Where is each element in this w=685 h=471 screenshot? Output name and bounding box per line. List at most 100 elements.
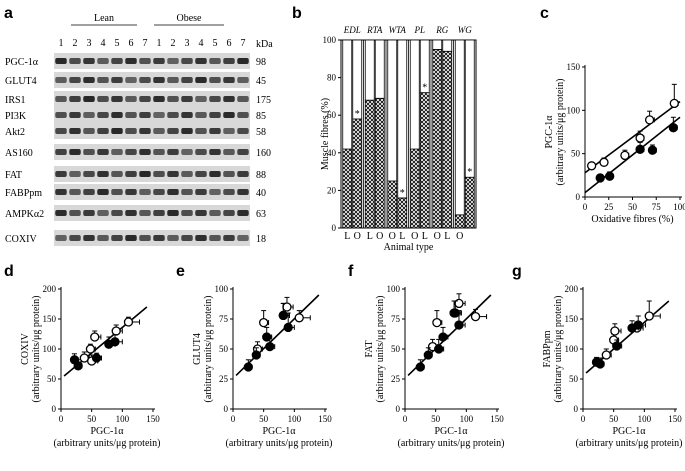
blot-band	[139, 210, 151, 216]
kda-value: 40	[256, 188, 266, 199]
y-tick-label: 0	[574, 404, 579, 414]
panel-label-g: g	[512, 263, 522, 280]
blot-band	[55, 112, 67, 118]
data-point-lean	[601, 350, 611, 360]
blot-band	[223, 235, 235, 241]
blot-band	[83, 77, 95, 83]
lane-number: 3	[87, 38, 92, 49]
bar-glycolytic	[409, 39, 420, 150]
x-tick-label: 25	[604, 202, 614, 212]
blot-band	[69, 112, 81, 118]
bar-glycolytic	[387, 39, 398, 182]
bar-label: L	[444, 231, 450, 242]
blot-band	[167, 58, 179, 64]
x-axis-label: Oxidative fibres (%)	[591, 214, 673, 225]
bar-oxidative	[409, 148, 420, 229]
blot-band	[209, 235, 221, 241]
panel-label-d: d	[4, 263, 14, 280]
x-tick-label: 100	[673, 202, 685, 212]
x-tick-label: 150	[490, 414, 504, 424]
bar-oxidative	[419, 92, 430, 229]
x-tick-label: 0	[583, 202, 588, 212]
blot-band	[111, 58, 123, 64]
blot-background	[54, 205, 250, 221]
bar-label: L	[367, 231, 373, 242]
data-point-obese	[434, 344, 444, 354]
blot-background	[54, 144, 250, 160]
blot-band	[181, 128, 193, 134]
blot-band	[97, 171, 109, 177]
blot-band	[55, 235, 67, 241]
blot-band	[181, 149, 193, 155]
blot-band	[111, 128, 123, 134]
lane-number: 4	[101, 38, 106, 49]
y-tick-label: 150	[565, 314, 579, 324]
blot-band	[167, 189, 179, 195]
x-axis-label-units: (arbitrary units/μg protein)	[226, 438, 333, 449]
bar-oxidative	[364, 99, 375, 229]
protein-label: GLUT4	[5, 76, 37, 87]
y-tick-label: 80	[327, 73, 337, 83]
bar-glycolytic	[364, 39, 375, 101]
blot-band	[223, 171, 235, 177]
bar-glycolytic	[397, 39, 408, 199]
blot-band	[139, 77, 151, 83]
y-tick-label: 50	[569, 374, 579, 384]
bar-label: O	[376, 231, 383, 242]
blot-band	[111, 210, 123, 216]
blot-band	[125, 171, 137, 177]
bar-label: O	[354, 231, 361, 242]
y-tick-label: 0	[52, 404, 57, 414]
bar-oxidative	[442, 50, 453, 229]
data-point-lean	[669, 98, 679, 109]
bar-label: O	[456, 231, 463, 242]
y-tick-label: 150	[43, 314, 57, 324]
blot-band	[97, 58, 109, 64]
y-axis-label-units: (arbitrary units/μg protein)	[31, 296, 42, 403]
blot-band	[69, 96, 81, 102]
data-point-lean	[111, 326, 121, 336]
lane-number: 3	[185, 38, 190, 49]
blot-strip	[54, 53, 250, 69]
bar-glycolytic	[454, 39, 465, 216]
y-axis-label-units: (arbitrary units/μg protein)	[553, 296, 564, 403]
y-axis-label: FABPpm	[542, 330, 553, 367]
blot-band	[237, 77, 249, 83]
data-point-obese	[415, 362, 425, 372]
blot-band	[209, 77, 221, 83]
y-tick-label: 100	[215, 284, 229, 294]
x-axis-label: PGC-1α	[434, 426, 468, 437]
blot-background	[54, 91, 250, 107]
blot-band	[167, 171, 179, 177]
blot-band	[69, 149, 81, 155]
blot-band	[181, 235, 193, 241]
protein-label: AMPKα2	[5, 209, 44, 220]
blot-band	[153, 96, 165, 102]
blot-band	[167, 77, 179, 83]
blot-band	[237, 210, 249, 216]
blot-band	[237, 149, 249, 155]
data-point-lean	[259, 317, 269, 328]
regression-line	[407, 294, 492, 376]
blot-band	[125, 77, 137, 83]
blot-band	[125, 112, 137, 118]
blot-band	[83, 210, 95, 216]
bar-oxidative	[432, 49, 443, 229]
blot-band	[139, 96, 151, 102]
data-point-lean	[644, 115, 655, 125]
blot-background	[54, 107, 250, 123]
bar-glycolytic	[464, 39, 475, 178]
blot-band	[209, 149, 221, 155]
data-point-obese	[605, 171, 615, 181]
x-tick-label: 50	[259, 414, 269, 424]
blot-band	[195, 77, 207, 83]
bar-label: O	[411, 231, 418, 242]
data-point-obese	[283, 322, 293, 333]
bar-label: O	[389, 231, 396, 242]
blot-band	[153, 171, 165, 177]
y-tick-label: 75	[219, 314, 229, 324]
group-label: WTA	[389, 25, 407, 35]
blot-strip	[54, 107, 250, 123]
